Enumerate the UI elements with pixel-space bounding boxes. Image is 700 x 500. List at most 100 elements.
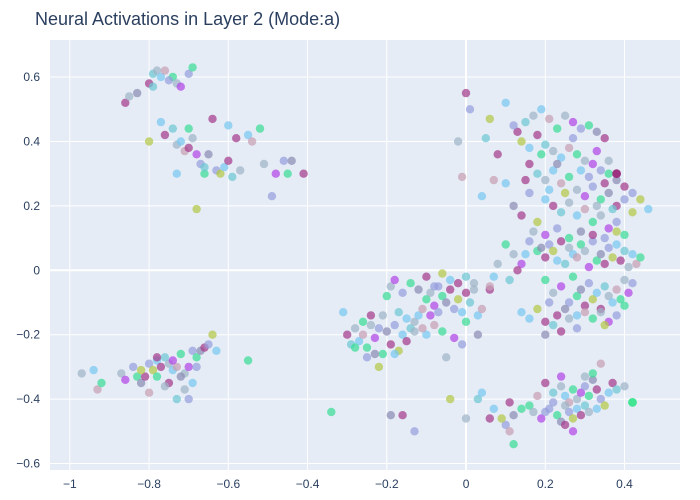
scatter-point bbox=[596, 166, 605, 175]
scatter-point bbox=[572, 404, 582, 413]
scatter-point bbox=[121, 98, 130, 108]
scatter-point bbox=[624, 288, 633, 297]
scatter-point bbox=[580, 192, 590, 201]
scatter-point bbox=[414, 311, 423, 320]
scatter-point bbox=[136, 378, 146, 388]
scatter-point bbox=[243, 356, 253, 365]
scatter-point bbox=[287, 156, 296, 165]
scatter-point bbox=[529, 111, 538, 120]
scatter-point bbox=[580, 372, 590, 381]
scatter-point bbox=[362, 353, 372, 362]
scatter-point bbox=[414, 285, 423, 294]
scatter-point bbox=[608, 204, 617, 214]
scatter-point bbox=[236, 166, 245, 175]
scatter-point bbox=[584, 391, 594, 401]
scatter-point bbox=[525, 401, 534, 410]
scatter-point bbox=[188, 346, 197, 355]
scatter-point bbox=[172, 394, 181, 404]
scatter-point bbox=[208, 114, 217, 124]
scatter-point bbox=[600, 233, 609, 243]
scatter-point bbox=[517, 404, 526, 413]
scatter-point bbox=[576, 227, 586, 236]
y-axis-ticks: −0.6 −0.4 −0.2 0 0.2 0.4 0.6 bbox=[16, 70, 40, 471]
scatter-point bbox=[576, 388, 586, 397]
scatter-point bbox=[636, 195, 645, 204]
scatter-point bbox=[612, 227, 621, 236]
scatter-point bbox=[450, 304, 459, 314]
scatter-point bbox=[220, 163, 229, 172]
scatter-point bbox=[525, 143, 534, 153]
scatter-point bbox=[592, 288, 601, 297]
scatter-point bbox=[620, 301, 629, 310]
scatter-point bbox=[560, 420, 570, 430]
scatter-point bbox=[176, 372, 185, 381]
scatter-point bbox=[212, 346, 221, 355]
scatter-point bbox=[624, 262, 633, 272]
scatter-point bbox=[493, 259, 502, 269]
scatter-point bbox=[553, 311, 562, 320]
scatter-point bbox=[588, 217, 597, 227]
scatter-point bbox=[564, 407, 574, 417]
scatter-point bbox=[576, 411, 586, 420]
scatter-point bbox=[184, 362, 193, 372]
scatter-point bbox=[612, 311, 621, 320]
scatter-point bbox=[390, 275, 399, 285]
scatter-point bbox=[192, 150, 201, 159]
scatter-point bbox=[453, 295, 463, 304]
scatter-point bbox=[588, 237, 597, 246]
scatter-point bbox=[537, 243, 546, 252]
scatter-point bbox=[410, 317, 419, 326]
scatter-point bbox=[489, 175, 498, 185]
scatter-point bbox=[457, 172, 467, 182]
scatter-point bbox=[410, 327, 419, 336]
scatter-point bbox=[568, 272, 578, 281]
scatter-point bbox=[596, 195, 605, 204]
scatter-point bbox=[553, 224, 562, 233]
scatter-point bbox=[541, 317, 550, 326]
scatter-point bbox=[398, 288, 407, 297]
scatter-point bbox=[592, 127, 601, 136]
scatter-point bbox=[588, 295, 597, 304]
scatter-point bbox=[350, 343, 360, 352]
scatter-point bbox=[374, 324, 384, 333]
scatter-point bbox=[632, 259, 641, 269]
scatter-point bbox=[608, 378, 617, 388]
scatter-point bbox=[453, 279, 463, 288]
scatter-point bbox=[497, 414, 506, 423]
scatter-point bbox=[422, 272, 431, 281]
scatter-point bbox=[216, 169, 225, 178]
x-tick-label: 0 bbox=[463, 477, 470, 491]
scatter-point bbox=[628, 250, 637, 259]
scatter-point bbox=[176, 137, 185, 146]
scatter-point bbox=[556, 237, 566, 246]
scatter-point bbox=[156, 362, 166, 372]
scatter-point bbox=[168, 124, 177, 133]
scatter-point bbox=[509, 250, 518, 259]
y-tick-label: 0.4 bbox=[23, 134, 40, 148]
scatter-point bbox=[406, 279, 415, 288]
scatter-point bbox=[184, 394, 193, 404]
scatter-point bbox=[485, 414, 494, 423]
scatter-point bbox=[628, 398, 637, 407]
scatter-point bbox=[600, 401, 609, 410]
scatter-point bbox=[350, 324, 360, 333]
scatter-point bbox=[537, 105, 546, 114]
scatter-point bbox=[148, 82, 158, 91]
scatter-point bbox=[580, 301, 590, 310]
scatter-point bbox=[144, 388, 154, 397]
scatter-point bbox=[469, 279, 479, 288]
scatter-point bbox=[473, 330, 483, 339]
scatter-point bbox=[541, 140, 550, 149]
scatter-point bbox=[564, 198, 574, 207]
scatter-point bbox=[560, 259, 570, 269]
scatter-point bbox=[549, 288, 558, 297]
scatter-point bbox=[588, 369, 597, 378]
scatter-point bbox=[596, 308, 605, 317]
scatter-point bbox=[378, 349, 387, 359]
scatter-point bbox=[545, 114, 554, 124]
scatter-point bbox=[556, 282, 566, 291]
scatter-point bbox=[549, 246, 558, 256]
scatter-point bbox=[160, 130, 170, 140]
scatter-point bbox=[588, 159, 597, 169]
scatter-point bbox=[628, 279, 637, 288]
